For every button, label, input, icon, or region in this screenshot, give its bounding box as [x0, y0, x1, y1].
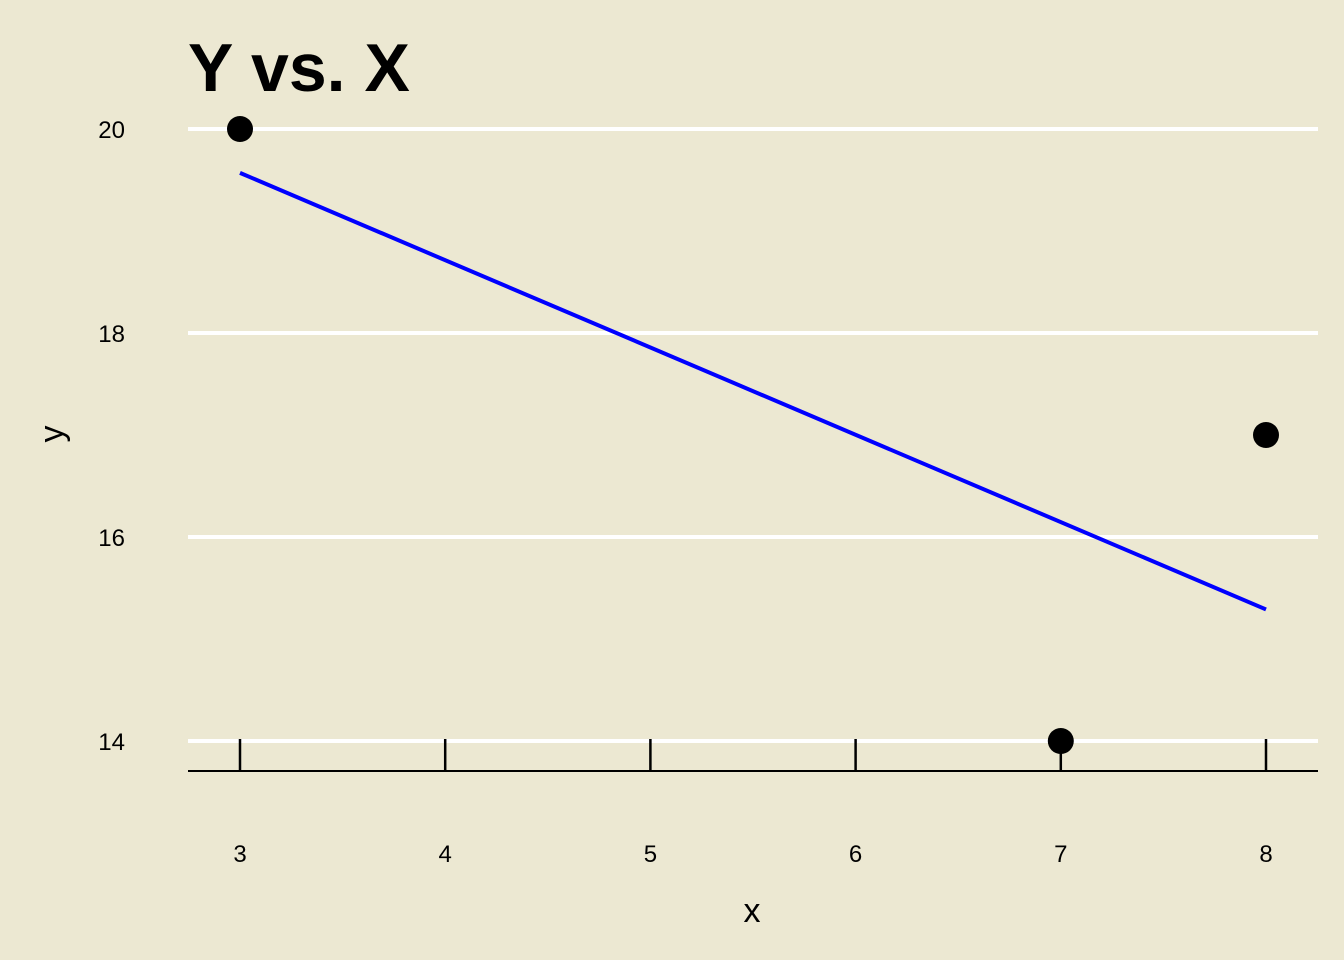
chart-title: Y vs. X — [188, 30, 410, 106]
x-tick-label-8: 8 — [1259, 841, 1272, 868]
data-point-2 — [1047, 728, 1074, 754]
x-tick-label-6: 6 — [849, 841, 862, 868]
y-tick-label-20: 20 — [98, 117, 125, 144]
y-axis-title: y — [33, 426, 71, 443]
fit-line — [239, 171, 1267, 612]
y-tick-label-18: 18 — [98, 321, 125, 348]
data-point-3 — [1253, 422, 1279, 448]
x-axis: 3 4 5 6 7 8 — [188, 739, 1318, 868]
x-tick-label-4: 4 — [439, 841, 452, 868]
gridlines — [188, 127, 1318, 743]
x-tick-label-7: 7 — [1054, 841, 1067, 868]
x-tick-label-3: 3 — [233, 841, 246, 868]
fit-line-group — [239, 171, 1267, 612]
data-point-1 — [227, 116, 253, 142]
y-tick-label-14: 14 — [98, 729, 125, 756]
y-tick-label-16: 16 — [98, 525, 125, 552]
data-points — [227, 116, 1279, 754]
x-tick-label-5: 5 — [644, 841, 657, 868]
y-axis: 14 16 18 20 — [98, 117, 125, 756]
x-axis-title: x — [744, 892, 761, 930]
